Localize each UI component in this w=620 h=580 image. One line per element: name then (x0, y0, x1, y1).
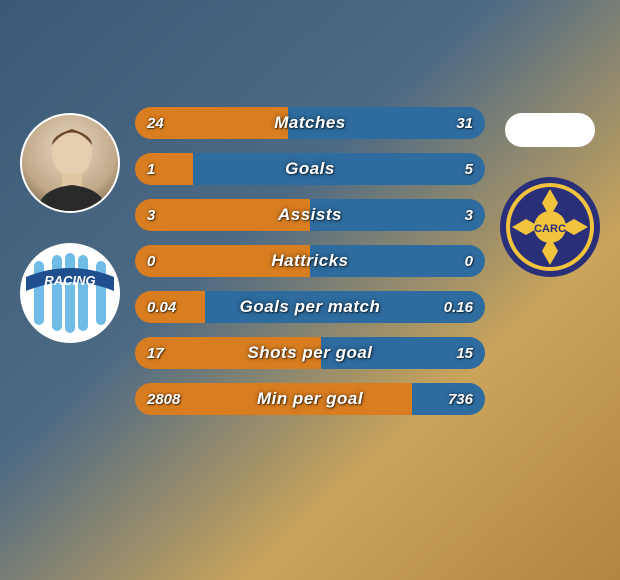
stat-row: Assists3 3 (135, 199, 485, 231)
stat-value-right: 5 (453, 153, 485, 185)
stat-value-left: 0.04 (135, 291, 188, 323)
stat-label: Goals (135, 153, 485, 185)
stat-label: Assists (135, 199, 485, 231)
svg-text:RACING: RACING (44, 273, 95, 288)
stat-label: Matches (135, 107, 485, 139)
stat-label: Hattricks (135, 245, 485, 277)
stat-bars: Matches2431Goals15Assists33Hattricks00Go… (135, 107, 485, 415)
player2-crest: CARC (500, 177, 600, 277)
stat-row: Matches24 31 (135, 107, 485, 139)
player2-avatar (505, 113, 595, 147)
stat-value-right: 0.16 (432, 291, 485, 323)
stat-value-right: 31 (444, 107, 485, 139)
stat-value-right: 0 (453, 245, 485, 277)
stat-value-left: 0 (135, 245, 167, 277)
stat-value-left: 17 (135, 337, 176, 369)
svg-text:CARC: CARC (534, 223, 566, 235)
stat-row: Goals1 5 (135, 153, 485, 185)
stat-row: Goals per match0.040.16 (135, 291, 485, 323)
stat-value-left: 24 (135, 107, 176, 139)
stat-value-right: 3 (453, 199, 485, 231)
stat-row: Hattricks0 0 (135, 245, 485, 277)
right-column: CARC (495, 107, 605, 277)
player1-avatar (20, 113, 120, 213)
player1-crest: RACING (20, 243, 120, 343)
stat-value-left: 2808 (135, 383, 192, 415)
stat-label: Shots per goal (135, 337, 485, 369)
stat-row: Min per goal2808736 (135, 383, 485, 415)
stat-value-left: 3 (135, 199, 167, 231)
stat-value-right: 736 (436, 383, 485, 415)
stat-row: Shots per goal17 15 (135, 337, 485, 369)
stat-value-left: 1 (135, 153, 167, 185)
stat-value-right: 15 (444, 337, 485, 369)
